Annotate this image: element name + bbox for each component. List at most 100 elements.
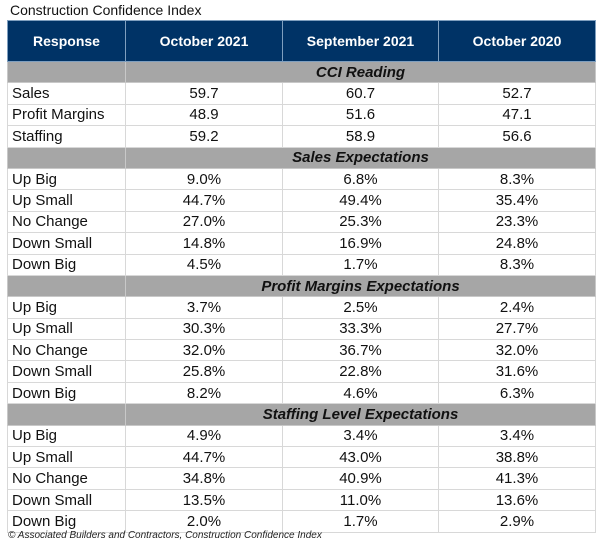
section-title: Staffing Level Expectations [125,403,596,426]
row-label: No Change [7,210,126,234]
cell-value: 41.3% [438,467,596,490]
row-label: Up Big [7,424,126,448]
cell-value: 27.7% [438,317,596,341]
column-header: Response [7,20,126,62]
cell-value: 40.9% [282,467,439,490]
cell-value: 6.3% [438,381,596,405]
cell-value: 59.2 [125,125,283,148]
row-label: Down Big [7,510,126,533]
cell-value: 30.3% [125,317,283,341]
cell-value: 44.7% [125,189,283,212]
header-row: Response October 2021 September 2021 Oct… [7,20,596,62]
section-title: CCI Reading [125,60,596,84]
cell-value: 52.7 [438,82,596,105]
cell-value: 38.8% [438,446,596,469]
cell-value: 22.8% [282,360,439,383]
table-row: No Change 32.0% 36.7% 32.0% [7,339,596,362]
cell-value: 3.4% [282,424,439,448]
cell-value: 4.5% [125,253,283,276]
table-row: Sales 59.7 60.7 52.7 [7,82,596,105]
cell-value: 23.3% [438,210,596,234]
column-header: October 2020 [438,20,596,62]
row-label: No Change [7,339,126,362]
cell-value: 34.8% [125,467,283,490]
table-row: Staffing 59.2 58.9 56.6 [7,125,596,148]
table-title: Construction Confidence Index [10,2,202,18]
table-row: Down Small 14.8% 16.9% 24.8% [7,232,596,255]
section-row: Profit Margins Expectations [7,274,596,298]
cell-value: 58.9 [282,125,439,148]
row-label: Down Small [7,360,126,383]
cell-value: 31.6% [438,360,596,383]
table-row: Profit Margins 48.9 51.6 47.1 [7,103,596,127]
cell-value: 25.8% [125,360,283,383]
cell-value: 4.6% [282,381,439,405]
cell-value: 1.7% [282,253,439,276]
section-row: Staffing Level Expectations [7,403,596,426]
section-title: Sales Expectations [125,146,596,169]
row-label: Up Small [7,317,126,341]
cell-value: 14.8% [125,232,283,255]
table-row: Up Small 44.7% 43.0% 38.8% [7,446,596,469]
cell-value: 8.2% [125,381,283,405]
cell-value: 49.4% [282,189,439,212]
section-spacer [7,60,126,84]
cell-value: 25.3% [282,210,439,234]
cci-table: Response October 2021 September 2021 Oct… [7,20,596,533]
cell-value: 27.0% [125,210,283,234]
cell-value: 4.9% [125,424,283,448]
cell-value: 44.7% [125,446,283,469]
row-label: Down Small [7,232,126,255]
row-label: Down Big [7,381,126,405]
row-label: Down Small [7,488,126,512]
row-label: Up Big [7,167,126,191]
cell-value: 3.4% [438,424,596,448]
table-row: No Change 27.0% 25.3% 23.3% [7,210,596,234]
column-header: October 2021 [125,20,283,62]
section-row: CCI Reading [7,60,596,84]
table-row: Down Small 13.5% 11.0% 13.6% [7,488,596,512]
row-label: Down Big [7,253,126,276]
cell-value: 8.3% [438,253,596,276]
cell-value: 35.4% [438,189,596,212]
row-label: Up Small [7,446,126,469]
table-row: Up Small 44.7% 49.4% 35.4% [7,189,596,212]
table-row: Down Big 2.0% 1.7% 2.9% [7,510,596,533]
cell-value: 3.7% [125,296,283,319]
cell-value: 6.8% [282,167,439,191]
row-label: Sales [7,82,126,105]
cell-value: 32.0% [438,339,596,362]
cell-value: 2.5% [282,296,439,319]
section-spacer [7,146,126,169]
table-row: Down Big 4.5% 1.7% 8.3% [7,253,596,276]
cell-value: 36.7% [282,339,439,362]
cell-value: 47.1 [438,103,596,127]
row-label: Staffing [7,125,126,148]
table-row: Up Small 30.3% 33.3% 27.7% [7,317,596,341]
row-label: Up Big [7,296,126,319]
section-row: Sales Expectations [7,146,596,169]
cell-value: 13.5% [125,488,283,512]
cell-value: 56.6 [438,125,596,148]
table-row: Up Big 4.9% 3.4% 3.4% [7,424,596,448]
table-row: No Change 34.8% 40.9% 41.3% [7,467,596,490]
source-footer: © Associated Builders and Contractors, C… [8,530,322,541]
row-label: No Change [7,467,126,490]
cell-value: 48.9 [125,103,283,127]
cell-value: 2.0% [125,510,283,533]
cell-value: 32.0% [125,339,283,362]
cell-value: 33.3% [282,317,439,341]
table-row: Up Big 9.0% 6.8% 8.3% [7,167,596,191]
cell-value: 43.0% [282,446,439,469]
table-row: Down Small 25.8% 22.8% 31.6% [7,360,596,383]
column-header: September 2021 [282,20,439,62]
cell-value: 9.0% [125,167,283,191]
table-row: Down Big 8.2% 4.6% 6.3% [7,381,596,405]
cell-value: 24.8% [438,232,596,255]
cell-value: 13.6% [438,488,596,512]
section-title: Profit Margins Expectations [125,274,596,298]
table-row: Up Big 3.7% 2.5% 2.4% [7,296,596,319]
cell-value: 59.7 [125,82,283,105]
section-spacer [7,274,126,298]
cell-value: 51.6 [282,103,439,127]
